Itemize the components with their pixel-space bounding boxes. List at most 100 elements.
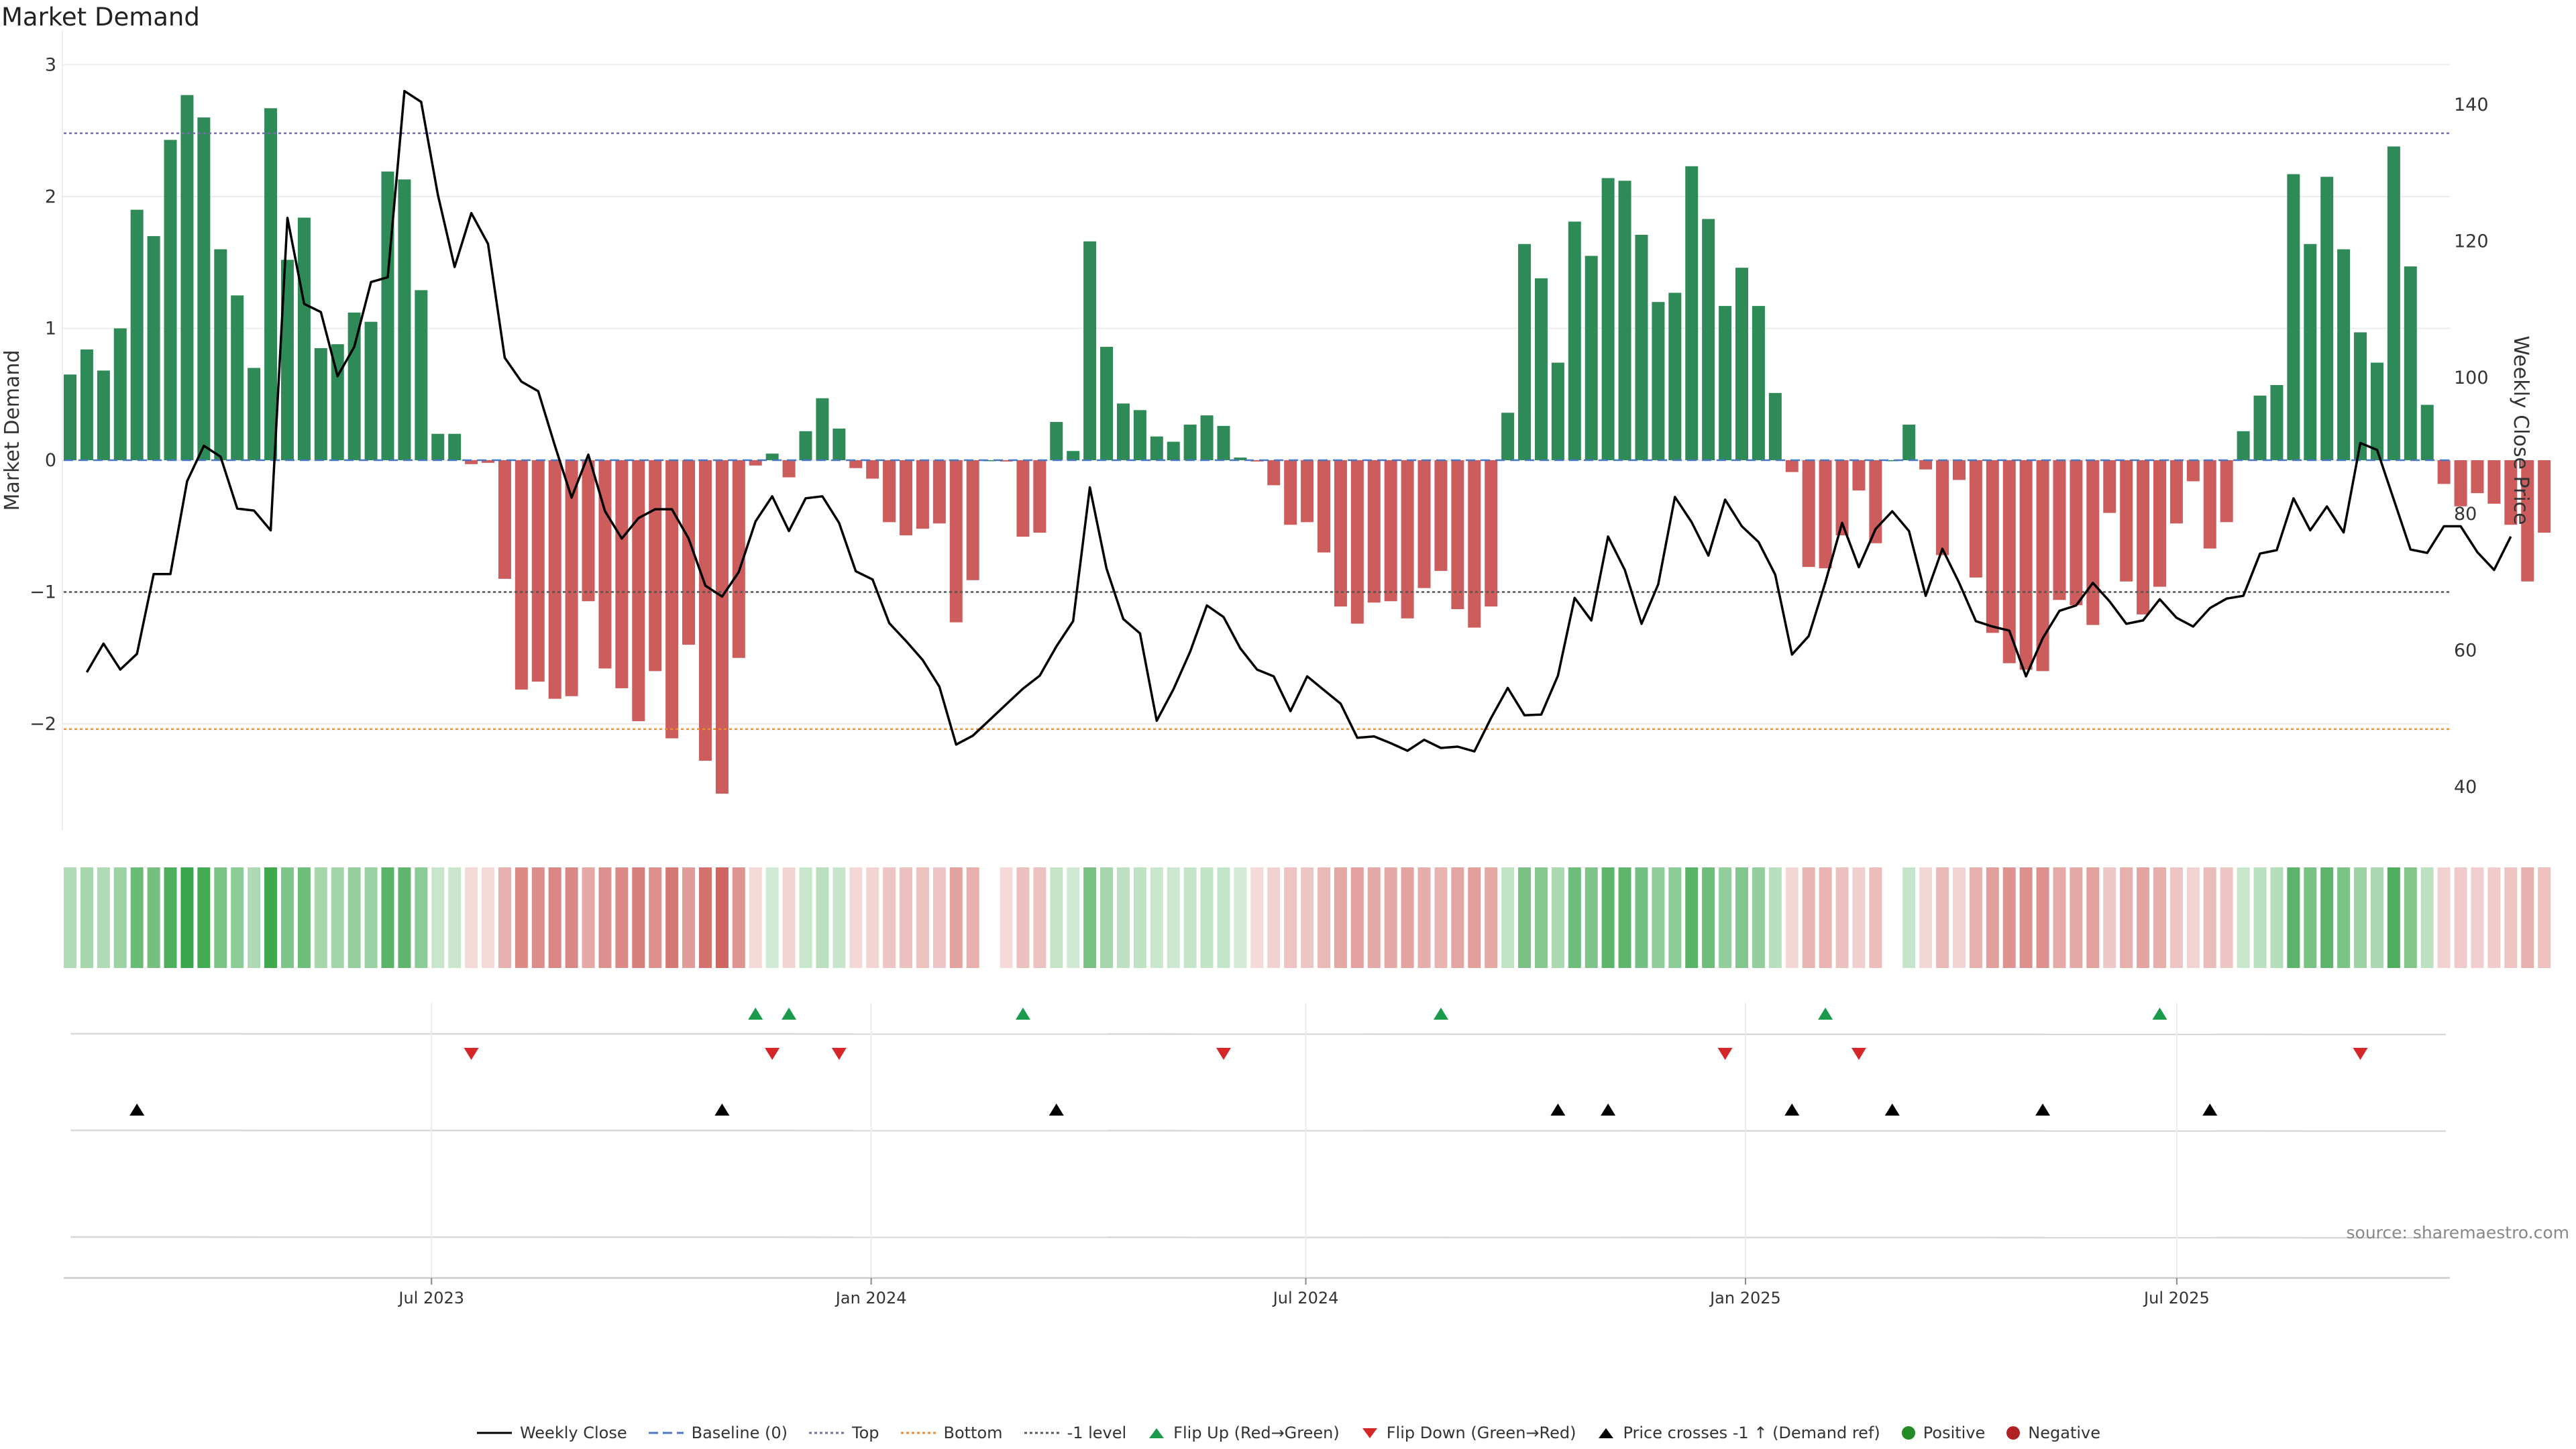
heat-cell	[1719, 867, 1732, 968]
demand-bar	[2120, 460, 2133, 582]
heat-cell	[883, 867, 896, 968]
demand-bars	[64, 95, 2551, 794]
heat-cell	[2120, 867, 2133, 968]
flip-down-marker	[464, 1048, 479, 1060]
heat-cell	[2420, 867, 2434, 968]
heat-cell	[431, 867, 445, 968]
dotted-line-icon	[900, 1432, 936, 1434]
legend-flip-down[interactable]: Flip Down (Green→Red)	[1360, 1424, 1576, 1442]
heat-cell	[2036, 867, 2049, 968]
demand-bar	[1735, 268, 1748, 460]
heat-cell	[833, 867, 846, 968]
heat-cell	[1668, 867, 1682, 968]
demand-bar	[180, 95, 194, 460]
source-label: source: sharemaestro.com	[2346, 1223, 2570, 1242]
heat-cell	[180, 867, 194, 968]
demand-bar	[966, 460, 979, 580]
legend-negative[interactable]: Negative	[2005, 1424, 2100, 1442]
demand-bar	[331, 344, 344, 460]
legend-weekly-close[interactable]: Weekly Close	[476, 1424, 627, 1442]
demand-bar	[598, 460, 612, 669]
legend-top[interactable]: Top	[808, 1424, 879, 1442]
demand-bar	[465, 460, 478, 464]
heat-cell	[1067, 867, 1080, 968]
y-axis-label: Market Demand	[1, 350, 24, 511]
demand-bar	[1551, 362, 1564, 460]
x-tick-label: Jan 2025	[1709, 1289, 1781, 1307]
demand-bar	[1217, 425, 1230, 460]
legend-flip-up[interactable]: Flip Up (Red→Green)	[1146, 1424, 1340, 1442]
heat-cell	[1652, 867, 1665, 968]
heat-cell	[2103, 867, 2116, 968]
y-tick-label: 2	[45, 186, 56, 207]
demand-bar	[2471, 460, 2484, 494]
heat-cell	[2471, 867, 2484, 968]
heat-cell	[1183, 867, 1197, 968]
heat-cell	[1752, 867, 1765, 968]
demand-bar	[482, 460, 494, 463]
x-tick-label: Jul 2023	[397, 1289, 464, 1307]
heat-cell	[280, 867, 294, 968]
demand-bar	[1518, 244, 1532, 460]
demand-bar	[80, 349, 93, 460]
demand-bar	[214, 249, 227, 460]
heat-cell	[1869, 867, 1882, 968]
heat-cell	[1618, 867, 1631, 968]
demand-bar	[2053, 460, 2066, 600]
demand-bar	[1468, 460, 1481, 628]
demand-bar	[231, 295, 244, 460]
demand-bar	[1886, 460, 1899, 462]
legend-bottom[interactable]: Bottom	[900, 1424, 1003, 1442]
demand-bar	[1952, 460, 1966, 480]
legend-baseline[interactable]: Baseline (0)	[647, 1424, 788, 1442]
demand-bar	[1116, 403, 1130, 460]
demand-bar	[1384, 460, 1397, 602]
demand-bar	[816, 398, 829, 460]
legend-label: Flip Down (Green→Red)	[1386, 1424, 1576, 1442]
demand-bar	[983, 460, 996, 462]
heat-cell	[415, 867, 428, 968]
heat-cell	[381, 867, 394, 968]
row-baseline	[70, 1129, 2447, 1132]
dot-icon	[1901, 1426, 1915, 1440]
demand-bar	[1334, 460, 1347, 607]
heat-cell	[164, 867, 177, 968]
heat-cell	[197, 867, 211, 968]
heat-cell	[1350, 867, 1364, 968]
legend-price-cross[interactable]: Price crosses -1 ↑ (Demand ref)	[1596, 1424, 1880, 1442]
heat-cell	[1033, 867, 1046, 968]
demand-bar	[1936, 460, 1949, 555]
x-tick-label: Jul 2024	[1272, 1289, 1339, 1307]
heat-cell	[1485, 867, 1498, 968]
heat-cell	[1234, 867, 1247, 968]
heat-cell	[448, 867, 462, 968]
market-demand-chart: 3 2 1 0 −1 −2 Market Demand 140 120 100 80 60 40 Week…	[1, 30, 2551, 1307]
demand-bar	[2387, 146, 2400, 460]
heat-cell	[1434, 867, 1448, 968]
heat-cell	[1301, 867, 1314, 968]
heat-cell	[531, 867, 545, 968]
heat-cell	[598, 867, 612, 968]
heat-cell	[1902, 867, 1916, 968]
demand-bar	[2103, 460, 2116, 513]
heat-cell	[2186, 867, 2200, 968]
demand-bar	[799, 431, 812, 460]
demand-bar	[2454, 460, 2467, 506]
demand-bar	[197, 117, 211, 460]
y2-tick-label: 120	[2454, 231, 2489, 252]
legend-positive[interactable]: Positive	[1900, 1424, 1985, 1442]
demand-bar	[1534, 278, 1548, 460]
demand-bar	[147, 235, 160, 460]
demand-bar	[164, 140, 177, 460]
demand-bar	[2220, 460, 2233, 523]
demand-bar	[2521, 460, 2534, 582]
heat-cell	[1200, 867, 1214, 968]
legend-minus1[interactable]: -1 level	[1023, 1424, 1126, 1442]
demand-bar	[1919, 460, 1933, 470]
y2-axis-label: Weekly Close Price	[2509, 335, 2532, 525]
demand-bar	[2270, 384, 2284, 460]
heat-cell	[482, 867, 494, 968]
demand-bar	[833, 428, 846, 460]
demand-bar	[2487, 460, 2501, 504]
heat-cell	[2370, 867, 2383, 968]
